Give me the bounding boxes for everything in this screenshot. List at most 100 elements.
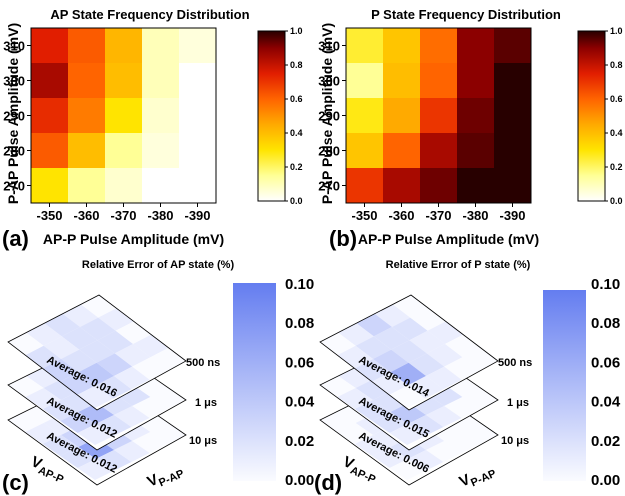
colorbar-tick-label: 0.6 <box>610 94 623 104</box>
error-cell <box>95 415 132 436</box>
error-cell <box>462 423 498 444</box>
error-cell <box>444 357 480 380</box>
error-cell <box>77 385 114 408</box>
heatmap-cell <box>346 28 384 64</box>
error-cell <box>426 406 462 427</box>
error-cell <box>133 334 169 358</box>
heatmap-cell <box>31 63 69 99</box>
stacked-heatmap-panel-c: Relative Error of AP state (%) Average: 0… <box>2 259 315 495</box>
colorbar-tick-label: 1.0 <box>290 26 303 36</box>
colorbar <box>543 290 586 481</box>
error-cell <box>97 330 133 354</box>
y-tick-label: 270 <box>3 179 25 194</box>
heatmap-cell <box>494 168 532 204</box>
heatmap-cell <box>457 98 495 134</box>
colorbar-tick-label: 0.6 <box>290 94 303 104</box>
colorbar-tick-label: 0.10 <box>285 276 314 293</box>
axis-subscript: AP-P <box>36 465 65 487</box>
heatmap-panel-b: P State Frequency Distribution -350 -360 -3… <box>318 7 622 251</box>
panel-label: (c) <box>2 470 29 495</box>
colorbar-tick-label: 0.08 <box>285 315 314 332</box>
heatmap-cell <box>420 98 458 134</box>
error-cell <box>42 435 79 456</box>
chart-title: Relative Error of AP state (%) <box>82 259 235 271</box>
error-cell <box>42 400 79 421</box>
error-cell <box>78 403 114 424</box>
error-cell <box>61 349 97 373</box>
heatmap-cell <box>383 168 421 204</box>
error-cell <box>114 344 151 367</box>
error-cell <box>426 344 463 367</box>
error-cell <box>373 327 410 350</box>
error-cell <box>114 366 150 390</box>
y-tick-label: 310 <box>3 39 25 54</box>
chart-title: AP State Frequency Distribution <box>50 7 249 22</box>
heatmap-cell <box>68 98 106 134</box>
error-cell <box>61 327 98 350</box>
colorbar-tick-label: 0.04 <box>591 394 621 411</box>
error-cell <box>372 447 408 468</box>
layer-time-label: 1 μs <box>507 397 529 409</box>
error-cell <box>391 340 427 363</box>
error-cell <box>25 345 61 369</box>
error-cell <box>320 332 356 356</box>
error-cell <box>372 412 408 433</box>
heatmap-cell <box>31 98 69 134</box>
heatmap-cell <box>105 133 143 169</box>
heatmap-cell <box>31 133 69 169</box>
error-cell <box>337 423 373 444</box>
x-tick-label: -360 <box>73 208 99 223</box>
heatmap-cell <box>457 168 495 204</box>
x-axis-label: AP-P Pulse Amplitude (mV) <box>43 231 224 247</box>
error-cell <box>354 400 391 421</box>
x-axis-label: AP-P Pulse Amplitude (mV) <box>358 231 539 247</box>
heatmap-cell <box>142 168 180 204</box>
y-tick-label: 280 <box>3 144 25 159</box>
heatmap-cell <box>420 63 458 99</box>
heatmap-cell <box>383 133 421 169</box>
heatmap-cell <box>383 63 421 99</box>
error-cell <box>407 450 444 471</box>
x-tick-label: -380 <box>147 208 173 223</box>
error-cell <box>62 304 99 327</box>
error-cell <box>77 459 114 480</box>
error-cell <box>60 372 96 395</box>
error-cell <box>42 359 79 382</box>
heatmap-cell <box>179 133 217 169</box>
colorbar-tick-label: 0.06 <box>285 354 314 371</box>
heatmap-cell <box>31 168 69 204</box>
error-cell <box>372 372 408 395</box>
error-cell <box>98 308 134 331</box>
x-tick-label: -350 <box>351 208 377 223</box>
layer-time-label: 10 μs <box>189 435 217 447</box>
error-cell <box>26 323 62 346</box>
x-tick-label: -390 <box>184 208 210 223</box>
axis-label-p-ap: VP-AP <box>145 460 186 493</box>
heatmap-cell <box>383 28 421 64</box>
layer-time-label: 500 ns <box>186 357 220 369</box>
colorbar-tick-label: 0.8 <box>290 60 303 70</box>
error-layer: Average: 0.014 500 ns <box>319 294 532 411</box>
layer-time-label: 500 ns <box>498 357 532 369</box>
colorbar-tick-label: 0.10 <box>591 276 620 293</box>
heatmap-cell <box>31 28 69 64</box>
error-cell <box>8 376 44 397</box>
heatmap-cell <box>383 98 421 134</box>
heatmap-cell <box>457 133 495 169</box>
colorbar-tick-label: 0.04 <box>285 394 315 411</box>
error-cell <box>373 349 409 373</box>
error-cell <box>444 397 480 418</box>
y-tick-label: 290 <box>3 109 25 124</box>
error-cell <box>355 379 392 400</box>
x-tick-label: -360 <box>388 208 414 223</box>
axis-subscript: P-AP <box>469 468 498 490</box>
colorbar <box>577 30 606 202</box>
error-cell <box>150 347 186 371</box>
error-cell <box>114 406 150 427</box>
heatmap-cell <box>346 133 384 169</box>
heatmap-cell <box>179 168 217 204</box>
y-tick-label: 300 <box>318 74 340 89</box>
layer-time-label: 10 μs <box>501 435 529 447</box>
colorbar-tick-label: 0.0 <box>610 196 623 206</box>
heatmap-cell <box>68 133 106 169</box>
